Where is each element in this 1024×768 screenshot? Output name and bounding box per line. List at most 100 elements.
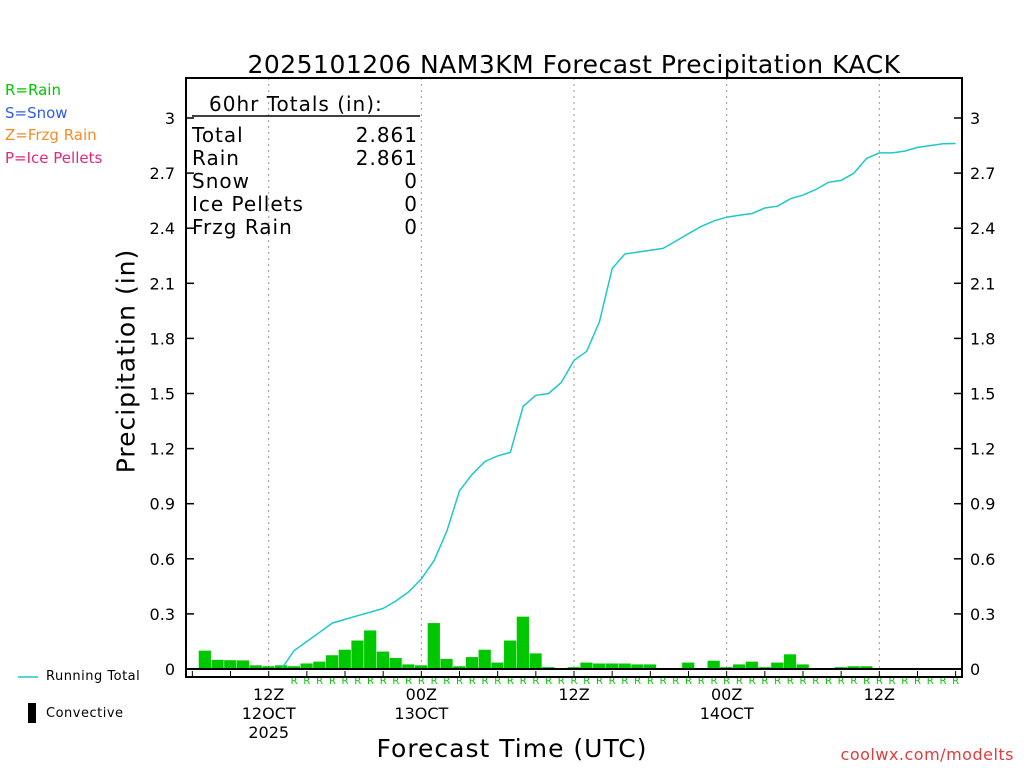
rain-bar-12 [338, 649, 351, 669]
rain-bar-43 [733, 664, 746, 669]
ptype-marker-51: R [838, 676, 845, 687]
rain-bar-31 [580, 662, 593, 669]
chart-title: 2025101206 NAM3KM Forecast Precipitation… [247, 50, 901, 79]
ptype-marker-30: R [571, 676, 578, 687]
ptype-marker-31: R [583, 676, 590, 687]
ptype-marker-43: R [736, 676, 743, 687]
ytick-label-right-9: 2.7 [970, 164, 995, 183]
ptype-marker-12: R [342, 676, 349, 687]
convective-legend-swatch [28, 703, 36, 723]
rain-bar-16 [389, 657, 402, 669]
ptype-marker-11: R [329, 676, 336, 687]
totals-value-4: 0 [404, 215, 418, 239]
ptype-marker-37: R [660, 676, 667, 687]
ytick-label-right-0: 0 [970, 660, 980, 679]
ytick-label-left-3: 0.9 [150, 495, 175, 514]
rain-bar-3 [224, 660, 237, 669]
ytick-label-right-7: 2.1 [970, 274, 995, 293]
ptype-marker-35: R [634, 676, 641, 687]
ytick-label-left-2: 0.6 [150, 550, 175, 569]
xtick-label-4: 12Z [864, 685, 895, 704]
legend-frzg-rain: Z=Frzg Rain [5, 126, 97, 144]
legend-snow: S=Snow [5, 104, 68, 122]
xtick-label-1: 00Z [406, 685, 437, 704]
ptype-marker-13: R [354, 676, 361, 687]
totals-value-0: 2.861 [356, 123, 418, 147]
rain-bar-6 [262, 666, 275, 669]
ytick-label-left-7: 2.1 [150, 274, 175, 293]
ptype-marker-50: R [825, 676, 832, 687]
rain-bar-20 [440, 658, 453, 669]
ptype-marker-28: R [545, 676, 552, 687]
rain-bar-17 [402, 664, 415, 669]
ytick-label-left-5: 1.5 [150, 385, 175, 404]
rain-bar-27 [529, 653, 542, 669]
ytick-label-left-0: 0 [165, 660, 175, 679]
ptype-marker-44: R [749, 676, 756, 687]
ptype-marker-57: R [914, 676, 921, 687]
rain-bar-13 [351, 640, 364, 669]
ytick-label-right-2: 0.6 [970, 550, 995, 569]
ptype-marker-40: R [698, 676, 705, 687]
legend-rain: R=Rain [5, 81, 61, 99]
rain-bar-32 [593, 663, 606, 669]
totals-heading: 60hr Totals (in): [209, 92, 383, 116]
ytick-label-left-10: 3 [165, 109, 175, 128]
ptype-marker-47: R [787, 676, 794, 687]
rain-bar-35 [631, 664, 644, 669]
rain-bar-5 [249, 665, 262, 669]
ptype-marker-52: R [850, 676, 857, 687]
ptype-marker-25: R [507, 676, 514, 687]
ptype-marker-27: R [532, 676, 539, 687]
rain-bar-53 [860, 666, 873, 669]
ytick-label-right-1: 0.3 [970, 605, 995, 624]
legend-frzg-rain-label: Z=Frzg Rain [5, 126, 97, 144]
totals-label-4: Frzg Rain [192, 215, 293, 239]
ptype-marker-59: R [939, 676, 946, 687]
ptype-marker-17: R [405, 676, 412, 687]
rain-bar-34 [618, 663, 631, 669]
ptype-marker-32: R [596, 676, 603, 687]
ptype-marker-55: R [889, 676, 896, 687]
rain-bar-24 [491, 662, 504, 669]
rain-bar-2 [211, 659, 224, 669]
ptype-marker-20: R [443, 676, 450, 687]
ytick-label-left-9: 2.7 [150, 164, 175, 183]
ytick-label-right-4: 1.2 [970, 440, 995, 459]
ptype-marker-60: R [952, 676, 959, 687]
rain-bar-22 [465, 657, 479, 669]
ptype-marker-34: R [621, 676, 628, 687]
rain-bar-25 [504, 640, 517, 669]
rain-bar-39 [682, 662, 695, 669]
rain-bar-14 [364, 630, 377, 669]
xtick-label-0: 12Z [253, 685, 284, 704]
xtick-label-3: 00Z [711, 685, 742, 704]
totals-label-1: Rain [192, 146, 240, 170]
rain-bar-23 [478, 649, 491, 669]
xtick-year-0: 2025 [248, 723, 289, 742]
ytick-label-right-10: 3 [970, 109, 980, 128]
legend-ice-pellets: P=Ice Pellets [5, 149, 102, 167]
ptype-marker-46: R [774, 676, 781, 687]
ptype-marker-53: R [863, 676, 870, 687]
totals-label-0: Total [191, 123, 244, 147]
plot-frame [185, 77, 963, 678]
ptype-marker-19: R [431, 676, 438, 687]
rain-bar-1 [198, 650, 211, 669]
ptype-marker-36: R [647, 676, 654, 687]
credit-link[interactable]: coolwx.com/modelts [840, 745, 1014, 764]
xtick-date-0: 12OCT [242, 704, 296, 723]
ytick-label-right-6: 1.8 [970, 329, 995, 348]
ptype-marker-54: R [876, 676, 883, 687]
running-total-line [205, 142, 956, 670]
rain-bar-7 [275, 665, 288, 669]
ytick-label-left-6: 1.8 [150, 329, 175, 348]
ptype-marker-38: R [672, 676, 679, 687]
rain-bar-21 [453, 666, 466, 669]
rain-bar-36 [643, 664, 657, 669]
rain-bar-26 [516, 616, 529, 669]
ytick-label-right-3: 0.9 [970, 495, 995, 514]
ptype-marker-41: R [710, 676, 717, 687]
